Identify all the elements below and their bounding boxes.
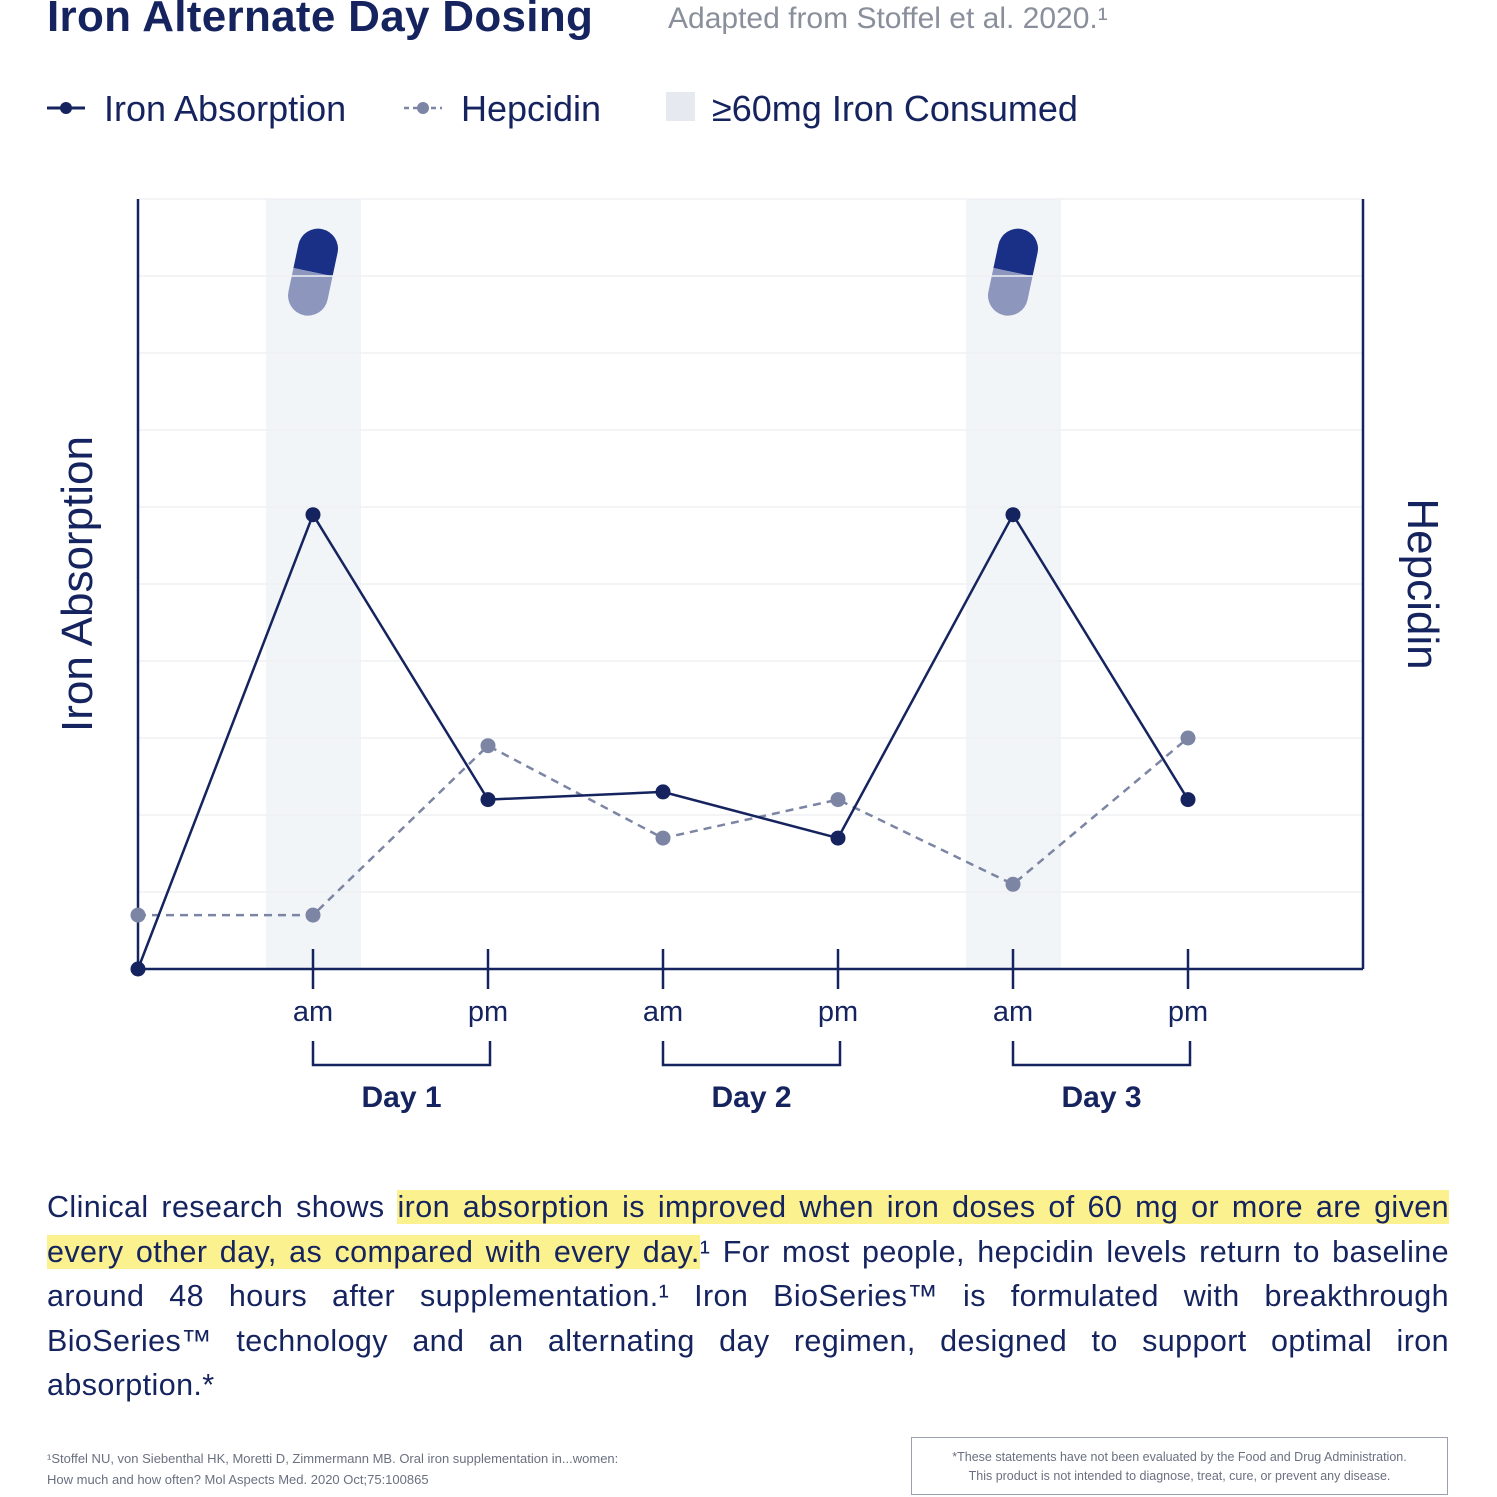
paragraph-intro: Clinical research shows (47, 1190, 398, 1224)
disclaimer-line-2: This product is not intended to diagnose… (968, 1469, 1391, 1483)
data-point-absorption (130, 961, 146, 977)
day-bracket (661, 1041, 842, 1067)
data-point-hepcidin (830, 792, 846, 808)
chart-subtitle: Adapted from Stoffel et al. 2020.¹ (668, 2, 1108, 35)
capsule-bottom (988, 267, 1033, 316)
x-tick-label: pm (468, 996, 508, 1028)
capsule-top (993, 228, 1038, 277)
data-point-hepcidin (1180, 730, 1196, 746)
legend-hepcidin-label: Hepcidin (461, 88, 602, 129)
legend-hepcidin-marker-icon (404, 102, 442, 114)
day-label: Day 3 (1061, 1081, 1141, 1114)
x-tick-label: am (293, 996, 333, 1028)
y-axis-label-left: Iron Absorption (53, 436, 102, 732)
x-tick-label: am (993, 996, 1033, 1028)
references: ¹Stoffel NU, von Siebenthal HK, Moretti … (47, 1448, 618, 1490)
legend-shading-swatch (666, 92, 695, 121)
y-axis-label-right: Hepcidin (1398, 498, 1447, 669)
capsule-bottom (288, 267, 333, 316)
day-bracket (311, 1041, 492, 1067)
reference-line-2: How much and how often? Mol Aspects Med.… (47, 1472, 429, 1487)
data-point-absorption (1005, 507, 1021, 523)
paragraph-body: ¹ For most people, hepcidin levels retur… (47, 1234, 1449, 1403)
day-label: Day 1 (361, 1081, 441, 1114)
x-tick-label: pm (1168, 996, 1208, 1028)
data-point-hepcidin (305, 907, 321, 923)
data-point-hepcidin (655, 830, 671, 846)
data-point-hepcidin (1005, 876, 1021, 892)
data-point-hepcidin (130, 907, 146, 923)
fda-disclaimer: *These statements have not been evaluate… (911, 1437, 1448, 1495)
legend-absorption-marker-icon (47, 102, 85, 114)
data-point-absorption (830, 830, 846, 846)
data-point-absorption (655, 784, 671, 800)
day-bracket (1011, 1041, 1192, 1067)
capsule-icon (288, 228, 338, 316)
capsule-top (293, 228, 338, 277)
day-label: Day 2 (711, 1081, 791, 1114)
legend-absorption-label: Iron Absorption (104, 88, 347, 129)
data-point-absorption (1180, 792, 1196, 808)
x-tick-label: pm (818, 996, 858, 1028)
data-point-absorption (480, 792, 496, 808)
chart: am pm am pm am pm Day 1 Day 2 Day 3 Iron Absorpt… (53, 198, 1447, 1114)
disclaimer-line-1: *These statements have not been evaluate… (952, 1450, 1407, 1464)
x-tick-label: am (643, 996, 683, 1028)
data-point-hepcidin (480, 738, 496, 754)
data-point-absorption (305, 507, 321, 523)
capsule-icon (988, 228, 1038, 316)
description-paragraph: Clinical research shows iron absorption … (47, 1185, 1449, 1408)
chart-title: Iron Alternate Day Dosing (47, 0, 594, 41)
reference-line-1: ¹Stoffel NU, von Siebenthal HK, Moretti … (47, 1451, 619, 1466)
legend-consumed-label: ≥60mg Iron Consumed (712, 88, 1078, 129)
